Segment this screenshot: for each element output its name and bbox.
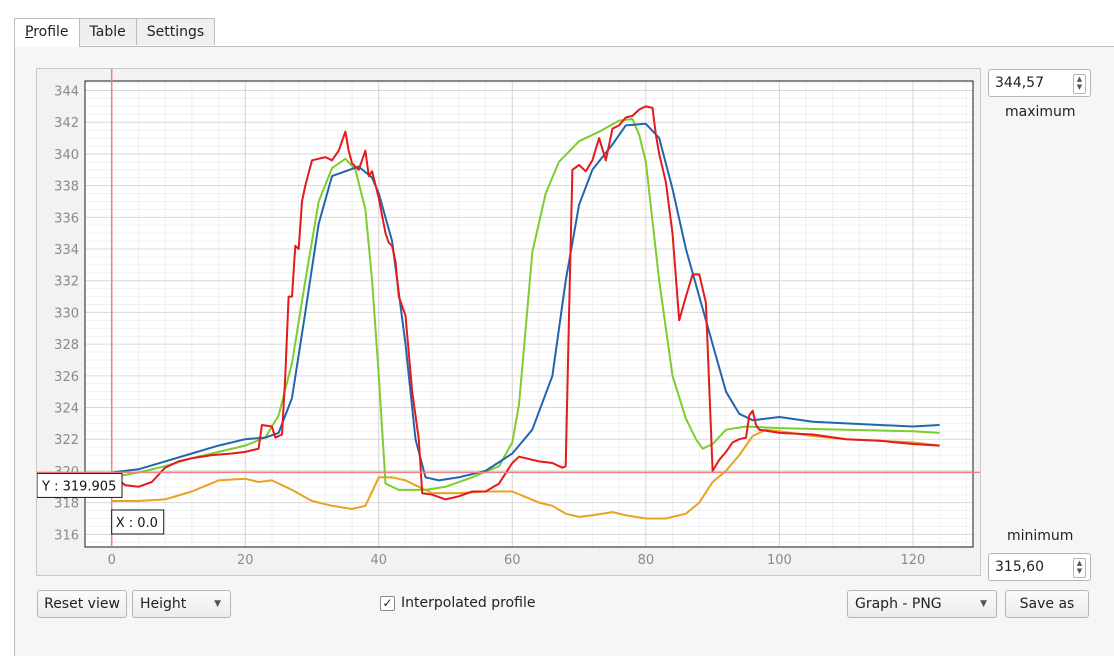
maximum-label: maximum — [1005, 104, 1076, 120]
y-tick-label: 318 — [54, 497, 79, 512]
x-tick-label: 120 — [900, 553, 925, 568]
y-tick-label: 328 — [54, 338, 79, 353]
series-line-green — [111, 118, 940, 491]
series-line-orange — [111, 428, 940, 520]
checkmark-icon[interactable]: ✓ — [380, 595, 395, 611]
x-tick-label: 80 — [638, 553, 655, 568]
reset-view-button[interactable]: Reset view — [37, 590, 127, 618]
minimum-spinbox[interactable]: 315,60 ▲ ▼ — [988, 553, 1091, 581]
cursor-y-label-box — [36, 472, 123, 498]
export-format-select[interactable]: Graph - PNG ▼ — [847, 590, 997, 618]
interpolated-profile-checkbox[interactable]: ✓ Interpolated profile — [380, 595, 535, 611]
x-tick-label: 40 — [371, 553, 388, 568]
y-tick-label: 338 — [54, 180, 79, 195]
mode-select[interactable]: Height ▼ — [132, 590, 231, 618]
tab-settings[interactable]: Settings — [135, 18, 216, 45]
y-tick-label: 332 — [54, 275, 79, 290]
x-tick-label: 0 — [108, 553, 116, 568]
interpolated-profile-label: Interpolated profile — [401, 595, 536, 611]
y-tick-label: 344 — [54, 85, 79, 100]
cursor-x-label: X : 0.0 — [116, 516, 158, 531]
save-as-button[interactable]: Save as — [1005, 590, 1089, 618]
y-tick-label: 342 — [54, 116, 79, 131]
y-tick-label: 322 — [54, 433, 79, 448]
y-tick-label: 324 — [54, 402, 79, 417]
y-tick-label: 316 — [54, 528, 79, 543]
chevron-down-icon: ▼ — [980, 599, 987, 609]
x-tick-label: 100 — [767, 553, 792, 568]
minimum-stepper-icon[interactable]: ▲ ▼ — [1073, 558, 1086, 578]
plot-area — [85, 81, 973, 547]
mode-select-value: Height — [140, 596, 187, 612]
maximum-value: 344,57 — [995, 75, 1044, 91]
y-tick-label: 326 — [54, 370, 79, 385]
chevron-down-icon: ▼ — [214, 599, 221, 609]
maximum-stepper-icon[interactable]: ▲ ▼ — [1073, 74, 1086, 94]
export-format-value: Graph - PNG — [855, 596, 942, 612]
plot-border — [84, 80, 974, 548]
x-tick-label: 60 — [504, 553, 521, 568]
y-tick-label: 330 — [54, 306, 79, 321]
y-tick-label: 334 — [54, 243, 79, 258]
y-tick-label: 340 — [54, 148, 79, 163]
series-line-blue — [111, 122, 940, 482]
series-line-red — [111, 105, 940, 501]
tab-profile-label: rofile — [33, 24, 69, 40]
tab-profile[interactable]: Profile — [14, 18, 80, 47]
y-tick-label: 336 — [54, 211, 79, 226]
tab-table[interactable]: Table — [78, 18, 137, 45]
tab-bar: Profile Table Settings — [14, 18, 216, 47]
x-tick-label: 20 — [237, 553, 254, 568]
cursor-x-label-box — [111, 509, 165, 535]
tab-profile-mnemonic: P — [25, 24, 34, 40]
minimum-value: 315,60 — [995, 559, 1044, 575]
minimum-label: minimum — [1007, 528, 1074, 544]
cursor-y-label: Y : 319.905 — [41, 479, 116, 494]
profile-chart[interactable]: 0204060801001203163183203223243263283303… — [36, 68, 981, 576]
maximum-spinbox[interactable]: 344,57 ▲ ▼ — [988, 69, 1091, 97]
profile-chart-svg[interactable]: 0204060801001203163183203223243263283303… — [36, 69, 980, 575]
